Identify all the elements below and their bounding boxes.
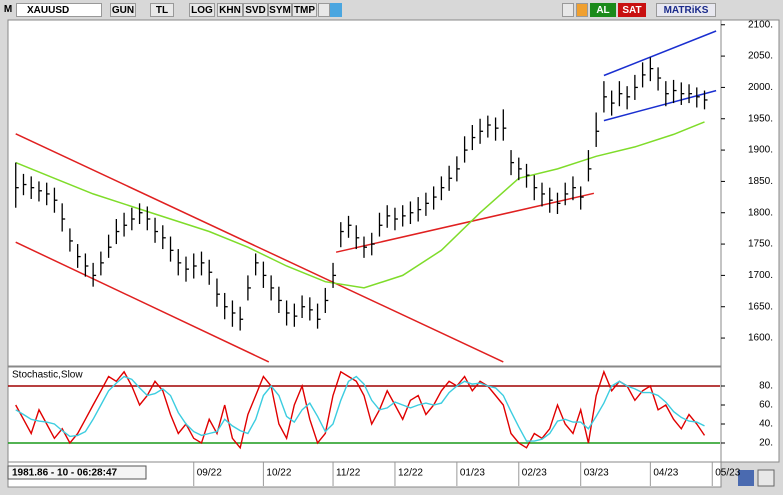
x-tick-label: 04/23 (653, 468, 678, 479)
trend-line (335, 192, 595, 253)
y-tick-label: 2000. (748, 82, 773, 93)
symbol-box[interactable]: XAUUSD (16, 3, 102, 17)
toolbar-button[interactable]: SYM (268, 3, 292, 17)
x-tick-label: 05/23 (715, 468, 740, 479)
stochastic-line (15, 375, 705, 442)
y-tick-label: 1750. (748, 239, 773, 250)
y-tick-label: 2100. (748, 19, 773, 30)
x-tick-label: 02/23 (522, 468, 547, 479)
menu-button[interactable]: M (3, 4, 13, 15)
print-icon[interactable] (318, 3, 330, 17)
y-tick-label: 20. (759, 438, 773, 449)
indicator-title: Stochastic,Slow (12, 370, 83, 381)
y-tick-label: 1850. (748, 176, 773, 187)
x-tick-label: 11/22 (336, 468, 361, 479)
y-axis-strip (720, 19, 780, 463)
y-tick-label: 2050. (748, 51, 773, 62)
stochastic-panel (7, 366, 722, 463)
y-tick-label: 1650. (748, 301, 773, 312)
sell-button[interactable]: SAT (618, 3, 646, 17)
y-tick-label: 1700. (748, 270, 773, 281)
rss-icon[interactable] (576, 3, 588, 17)
toolbar-button[interactable]: SVD (243, 3, 268, 17)
refresh-icon[interactable] (562, 3, 574, 17)
toolbar-button[interactable]: TL (150, 3, 174, 17)
toolbar-button[interactable]: LOG (189, 3, 215, 17)
x-tick-label: 10/22 (266, 468, 291, 479)
toolbar-button[interactable]: KHN (217, 3, 243, 17)
buy-button[interactable]: AL (590, 3, 616, 17)
brand-button[interactable]: MATRiKS (656, 3, 716, 17)
x-tick-label: 09/22 (197, 468, 222, 479)
y-tick-label: 1900. (748, 145, 773, 156)
price-panel (7, 19, 722, 367)
stochastic-line (15, 369, 706, 450)
nav-icon[interactable] (757, 469, 775, 487)
toolbar-button[interactable]: GUN (110, 3, 136, 17)
trend-line (15, 241, 270, 363)
toolbar-button[interactable]: TMP (292, 3, 317, 17)
y-tick-label: 1950. (748, 113, 773, 124)
trend-line (603, 30, 717, 77)
x-tick-label: 12/22 (398, 468, 423, 479)
y-tick-label: 1600. (748, 333, 773, 344)
nav-icon[interactable] (738, 470, 754, 486)
y-tick-label: 80. (759, 381, 773, 392)
share-icon[interactable] (330, 3, 342, 17)
y-tick-label: 60. (759, 400, 773, 411)
x-tick-label: 01/23 (460, 468, 485, 479)
moving-average (15, 121, 705, 289)
trend-line (15, 133, 504, 363)
y-tick-label: 40. (759, 419, 773, 430)
y-tick-label: 1800. (748, 207, 773, 218)
status-box (7, 465, 147, 480)
x-tick-label: 03/23 (584, 468, 609, 479)
status-text: 1981.86 - 10 - 06:28:47 (12, 468, 118, 479)
